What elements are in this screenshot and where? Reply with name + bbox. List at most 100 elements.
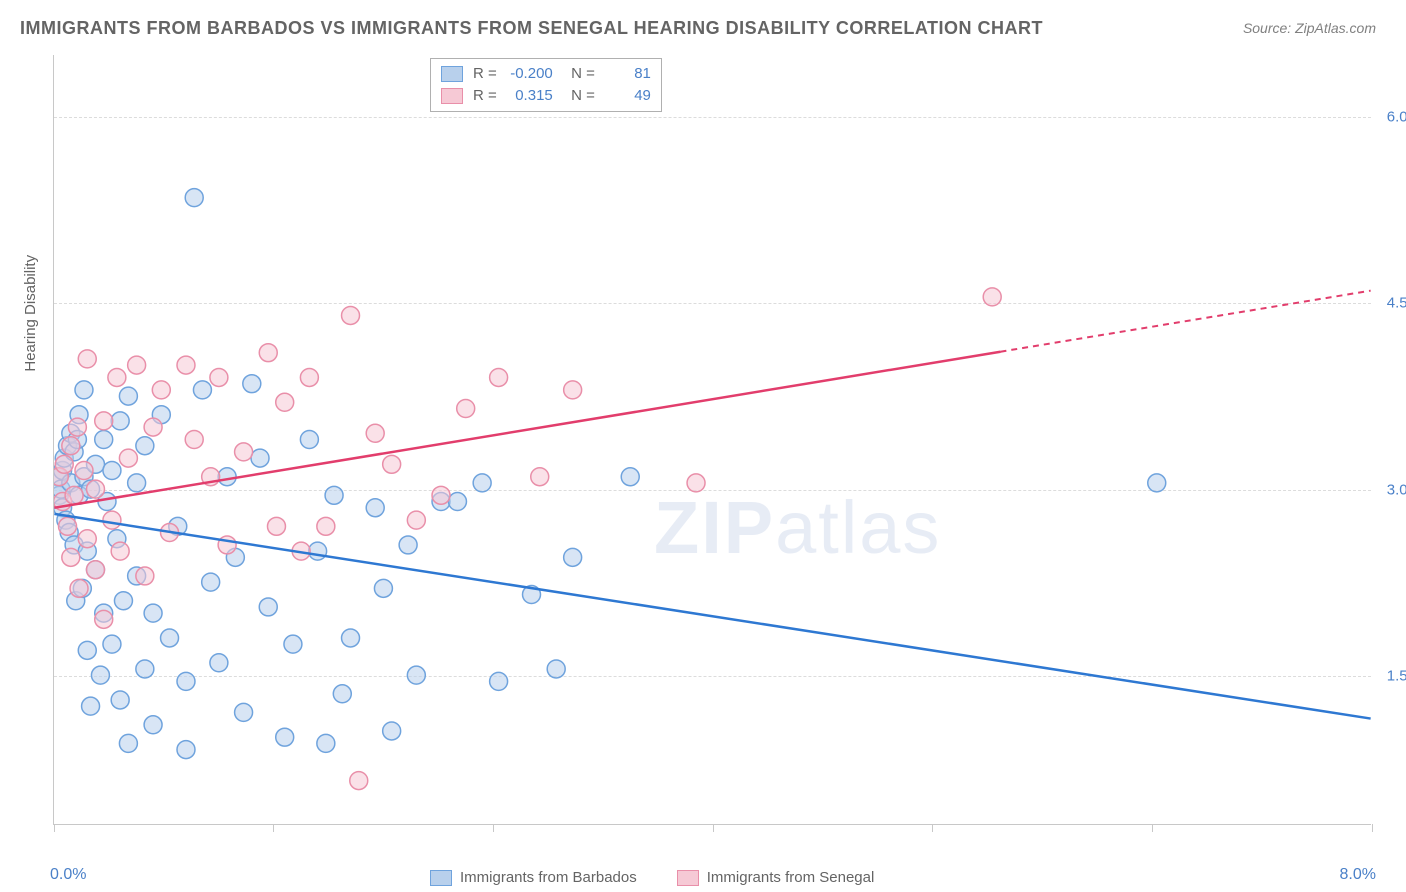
trendline-senegal <box>54 352 1000 508</box>
data-point-senegal <box>983 288 1001 306</box>
x-tick <box>1152 824 1153 832</box>
data-point-barbados <box>218 468 236 486</box>
data-point-senegal <box>119 449 137 467</box>
data-point-senegal <box>152 381 170 399</box>
data-point-barbados <box>119 734 137 752</box>
data-point-barbados <box>407 666 425 684</box>
series-legend: Immigrants from Barbados Immigrants from… <box>430 869 874 886</box>
data-point-senegal <box>87 561 105 579</box>
data-point-barbados <box>144 604 162 622</box>
data-point-senegal <box>87 480 105 498</box>
swatch-barbados <box>430 870 452 886</box>
data-point-barbados <box>202 573 220 591</box>
data-point-barbados <box>399 536 417 554</box>
data-point-barbados <box>111 412 129 430</box>
x-tick <box>54 824 55 832</box>
x-axis-max-label: 8.0% <box>1340 866 1376 884</box>
data-point-senegal <box>62 548 80 566</box>
data-point-barbados <box>235 703 253 721</box>
y-axis-label: Hearing Disability <box>22 255 39 372</box>
plot-area: ZIPatlas 1.5%3.0%4.5%6.0% <box>53 55 1371 825</box>
legend-label-senegal: Immigrants from Senegal <box>707 869 875 886</box>
data-point-barbados <box>161 629 179 647</box>
data-point-barbados <box>128 474 146 492</box>
corr-row-senegal: R = 0.315 N = 49 <box>441 85 651 107</box>
chart-svg <box>54 55 1371 824</box>
trendline-senegal-extrapolated <box>1000 291 1370 352</box>
data-point-barbados <box>177 672 195 690</box>
data-point-barbados <box>342 629 360 647</box>
data-point-barbados <box>144 716 162 734</box>
data-point-barbados <box>284 635 302 653</box>
x-tick <box>1372 824 1373 832</box>
trendline-barbados <box>54 514 1370 719</box>
data-point-barbados <box>374 579 392 597</box>
r-label: R = <box>473 63 497 85</box>
data-point-senegal <box>59 517 77 535</box>
n-value-barbados: 81 <box>601 63 651 85</box>
data-point-barbados <box>259 598 277 616</box>
y-tick-label: 6.0% <box>1387 109 1406 126</box>
r-label: R = <box>473 85 497 107</box>
r-value-senegal: 0.315 <box>503 85 553 107</box>
legend-item-barbados: Immigrants from Barbados <box>430 869 637 886</box>
r-value-barbados: -0.200 <box>503 63 553 85</box>
correlation-legend: R = -0.200 N = 81 R = 0.315 N = 49 <box>430 58 662 112</box>
swatch-senegal <box>441 88 463 104</box>
data-point-senegal <box>276 393 294 411</box>
data-point-senegal <box>108 368 126 386</box>
swatch-barbados <box>441 66 463 82</box>
data-point-senegal <box>70 579 88 597</box>
data-point-barbados <box>95 431 113 449</box>
data-point-barbados <box>621 468 639 486</box>
data-point-barbados <box>383 722 401 740</box>
data-point-barbados <box>103 462 121 480</box>
data-point-senegal <box>75 462 93 480</box>
data-point-barbados <box>136 660 154 678</box>
data-point-senegal <box>407 511 425 529</box>
n-label: N = <box>563 85 595 107</box>
data-point-barbados <box>473 474 491 492</box>
chart-title: IMMIGRANTS FROM BARBADOS VS IMMIGRANTS F… <box>20 18 1043 39</box>
data-point-barbados <box>333 685 351 703</box>
data-point-senegal <box>350 772 368 790</box>
data-point-barbados <box>91 666 109 684</box>
data-point-senegal <box>490 368 508 386</box>
data-point-senegal <box>177 356 195 374</box>
data-point-senegal <box>210 368 228 386</box>
data-point-barbados <box>111 691 129 709</box>
x-tick <box>932 824 933 832</box>
data-point-barbados <box>251 449 269 467</box>
data-point-senegal <box>128 356 146 374</box>
data-point-senegal <box>383 455 401 473</box>
data-point-senegal <box>259 344 277 362</box>
data-point-senegal <box>432 486 450 504</box>
data-point-senegal <box>78 530 96 548</box>
data-point-barbados <box>309 542 327 560</box>
x-tick <box>493 824 494 832</box>
n-label: N = <box>563 63 595 85</box>
data-point-barbados <box>366 499 384 517</box>
data-point-barbados <box>276 728 294 746</box>
data-point-senegal <box>95 610 113 628</box>
x-tick <box>713 824 714 832</box>
data-point-senegal <box>531 468 549 486</box>
data-point-barbados <box>119 387 137 405</box>
data-point-senegal <box>687 474 705 492</box>
data-point-barbados <box>185 189 203 207</box>
data-point-barbados <box>136 437 154 455</box>
source-attribution: Source: ZipAtlas.com <box>1243 20 1376 36</box>
data-point-barbados <box>75 381 93 399</box>
data-point-barbados <box>103 635 121 653</box>
legend-item-senegal: Immigrants from Senegal <box>677 869 875 886</box>
data-point-barbados <box>547 660 565 678</box>
data-point-barbados <box>177 741 195 759</box>
y-tick-label: 3.0% <box>1387 481 1406 498</box>
data-point-barbados <box>210 654 228 672</box>
y-tick-label: 4.5% <box>1387 295 1406 312</box>
data-point-senegal <box>366 424 384 442</box>
data-point-senegal <box>457 400 475 418</box>
data-point-senegal <box>267 517 285 535</box>
data-point-senegal <box>300 368 318 386</box>
data-point-barbados <box>1148 474 1166 492</box>
